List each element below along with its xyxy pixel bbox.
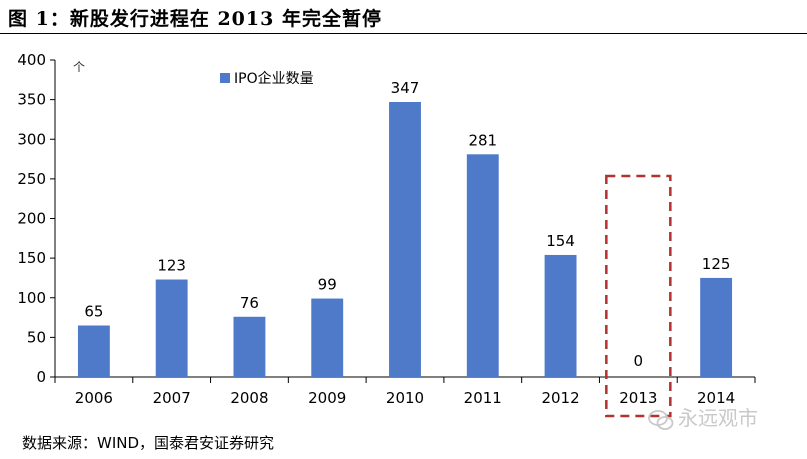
x-tick-label-2012: 2012 [541,389,579,407]
legend: IPO企业数量 [220,70,314,87]
source-note: 数据来源：WIND，国泰君安证券研究 [22,434,275,452]
data-label-2008: 76 [240,294,259,312]
y-tick-label: 0 [36,368,46,386]
bar-2010 [389,102,421,377]
wechat-icon [648,409,674,430]
data-label-2011: 281 [468,131,497,149]
data-label-2009: 99 [318,276,337,294]
data-label-2012: 154 [546,232,575,250]
legend-label: IPO企业数量 [234,70,314,87]
bar-2009 [311,298,344,377]
legend-swatch [220,73,230,83]
y-unit-label: 个 [73,60,85,74]
y-tick-label: 150 [17,249,46,267]
data-label-2013: 0 [634,352,644,370]
y-tick-label: 50 [27,328,46,346]
y-tick-label: 100 [17,289,46,307]
bar-2014 [700,277,733,377]
data-label-2010: 347 [391,79,420,97]
bar-2006 [77,325,110,377]
y-tick-label: 300 [17,130,46,148]
x-tick-label-2007: 2007 [153,389,191,407]
x-tick-label-2008: 2008 [230,389,268,407]
y-tick-label: 350 [17,91,46,109]
x-tick-label-2006: 2006 [75,389,113,407]
data-label-2014: 125 [702,255,731,273]
y-tick-label: 200 [17,210,46,228]
data-label-2007: 123 [157,257,186,275]
watermark: 永远观市 [648,402,758,431]
x-tick-label-2011: 2011 [464,389,502,407]
bar-2008 [233,316,266,377]
bar-2007 [155,279,188,377]
watermark-text: 永远观市 [678,406,758,430]
x-tick-label-2013: 2013 [619,389,657,407]
title-divider [0,33,807,34]
highlight-box-2013 [605,174,672,418]
bar-2012 [544,254,577,377]
figure-title: 图 1：新股发行进程在 2013 年完全暂停 [8,8,382,30]
y-tick-label: 250 [17,170,46,188]
bar-2011 [466,154,499,377]
x-tick-label-2010: 2010 [386,389,424,407]
x-tick-label-2014: 2014 [697,389,735,407]
y-tick-label: 400 [17,51,46,69]
x-tick-label-2009: 2009 [308,389,346,407]
data-label-2006: 65 [84,302,103,320]
